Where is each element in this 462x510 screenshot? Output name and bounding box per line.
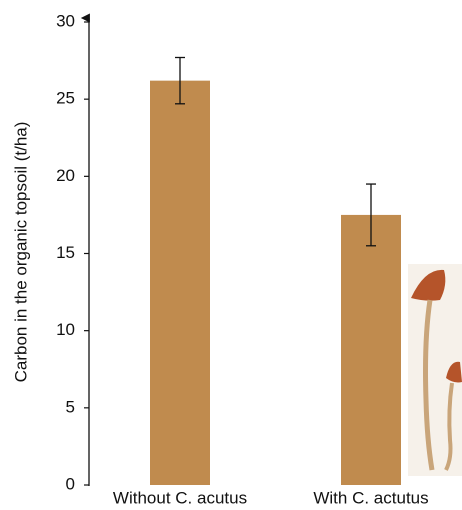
- y-tick-label: 15: [56, 243, 75, 262]
- y-axis-label: Carbon in the organic topsoil (t/ha): [11, 122, 30, 383]
- y-tick-label: 10: [56, 320, 75, 339]
- error-bar: [366, 183, 376, 247]
- mushroom-illustration: [408, 264, 462, 476]
- y-tick-label: 5: [66, 397, 75, 416]
- y-tick-label: 25: [56, 89, 75, 108]
- x-tick-label: Without C. acutus: [113, 488, 247, 507]
- y-tick-label: 0: [66, 474, 75, 493]
- y-tick-label: 30: [56, 11, 75, 30]
- x-tick-label: With C. actutus: [313, 488, 428, 507]
- bar: [341, 214, 401, 485]
- y-tick-label: 20: [56, 166, 75, 185]
- error-bar: [175, 56, 185, 105]
- bar: [150, 80, 210, 485]
